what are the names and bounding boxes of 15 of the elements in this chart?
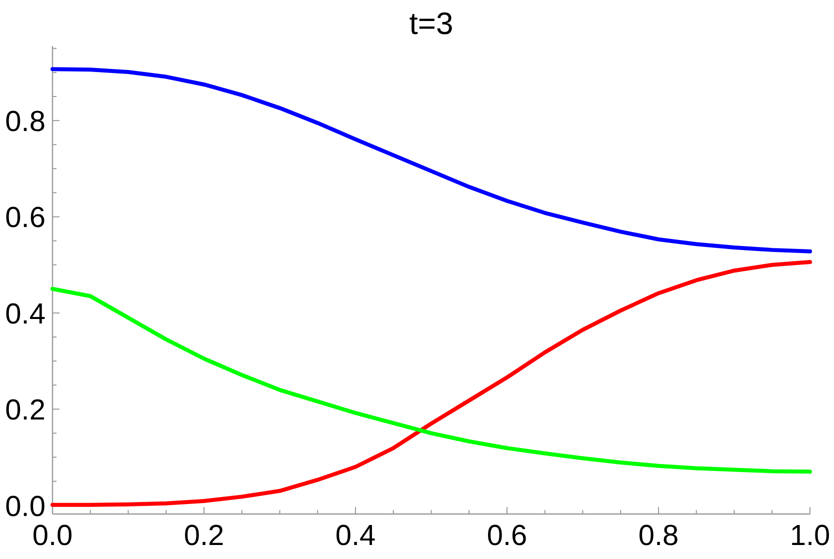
y-tick-label: 0.0 (5, 490, 46, 523)
y-tick-label: 0.2 (5, 394, 46, 427)
line-series (50, 286, 812, 474)
y-tick-label: 0.6 (5, 202, 46, 234)
y-tick-label: 0.8 (5, 106, 46, 138)
x-tick-label: 0.4 (335, 520, 376, 552)
x-tick-label: 1.0 (790, 520, 830, 552)
line-series (50, 260, 812, 507)
chart-title: t=3 (409, 6, 454, 41)
y-tick-label: 0.4 (5, 298, 46, 330)
x-tick-label: 0.8 (638, 520, 679, 552)
x-tick-label: 0.0 (32, 520, 73, 552)
x-tick-label: 0.2 (184, 520, 224, 552)
line-series (50, 67, 812, 254)
x-tick-label: 0.6 (486, 520, 528, 552)
